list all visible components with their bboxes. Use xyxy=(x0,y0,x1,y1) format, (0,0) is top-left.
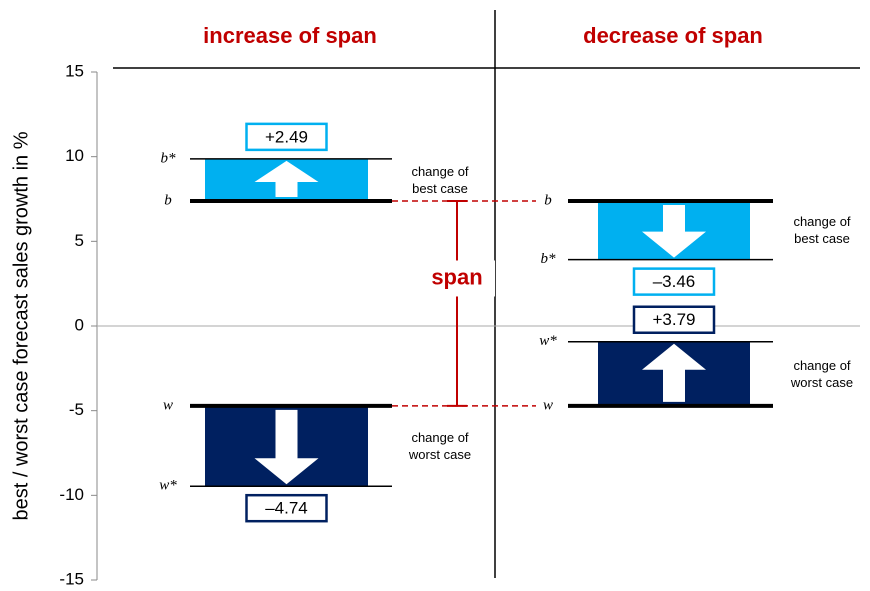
series-name: change of worst case xyxy=(790,357,854,390)
series-name: change of worst case xyxy=(408,430,472,463)
arrow xyxy=(254,160,319,198)
panel-title: increase of span xyxy=(203,23,377,48)
panel-title: decrease of span xyxy=(583,23,763,48)
point-label: w xyxy=(163,397,173,413)
point-label: b* xyxy=(541,251,557,267)
value-label: +2.49 xyxy=(265,127,308,146)
series-name: change of best case xyxy=(793,214,851,247)
y-tick-label: -5 xyxy=(69,400,84,419)
y-tick-label: -15 xyxy=(59,569,84,588)
y-tick-label: 5 xyxy=(75,231,84,250)
span-label: span xyxy=(431,264,482,289)
arrow xyxy=(642,343,706,402)
value-box xyxy=(245,493,328,523)
point-label: w* xyxy=(159,478,177,494)
y-tick-label: -10 xyxy=(59,485,84,504)
value-label: –4.74 xyxy=(265,499,308,518)
value-box xyxy=(245,122,328,152)
y-tick-label: 10 xyxy=(65,146,84,165)
y-tick-label: 15 xyxy=(65,61,84,80)
point-label: b* xyxy=(161,150,177,166)
value-label: +3.79 xyxy=(652,310,695,329)
series-name: change of best case xyxy=(411,163,469,196)
value-box xyxy=(632,267,716,296)
span-label-bg xyxy=(419,260,495,297)
point-label: b xyxy=(164,192,172,208)
point-label: w xyxy=(543,397,553,413)
arrow xyxy=(642,205,706,258)
arrow xyxy=(254,409,319,485)
point-label: w* xyxy=(539,333,557,349)
y-tick-label: 0 xyxy=(75,315,84,334)
value-box xyxy=(632,305,716,334)
point-label: b xyxy=(544,192,552,208)
y-axis-label: best / worst case forecast sales growth … xyxy=(10,131,32,520)
value-label: –3.46 xyxy=(653,272,696,291)
